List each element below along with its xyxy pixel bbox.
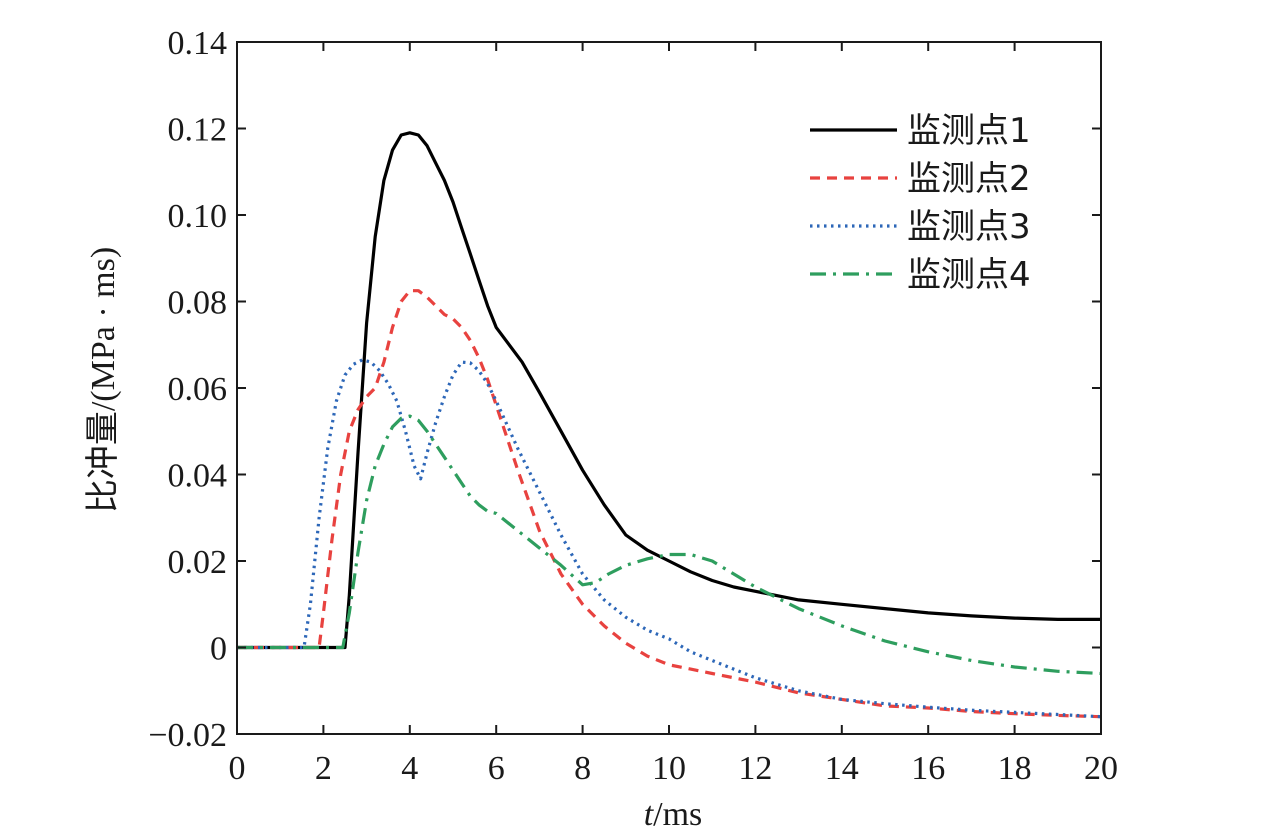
legend-label-4: 监测点4 bbox=[907, 255, 1031, 295]
series-layer bbox=[237, 131, 1102, 719]
x-tick-label: 14 bbox=[825, 750, 859, 787]
series-line-3 bbox=[237, 358, 1102, 719]
legend: 监测点1 监测点2 监测点3 监测点4 bbox=[810, 111, 1031, 295]
y-tick-label: −0.02 bbox=[148, 717, 227, 754]
x-tick-label: 8 bbox=[574, 750, 591, 787]
x-tick-label: 20 bbox=[1084, 750, 1118, 787]
y-axis: −0.02 0 0.02 0.04 0.06 0.08 0.10 0.12 0.14 bbox=[148, 25, 1101, 754]
y-tick-label: 0.12 bbox=[168, 112, 228, 149]
legend-label-2: 监测点2 bbox=[907, 159, 1031, 199]
y-tick-label: 0.02 bbox=[168, 544, 228, 581]
y-tick-label: 0.06 bbox=[168, 371, 228, 408]
y-tick-label: 0.10 bbox=[168, 198, 228, 235]
x-tick-label: 12 bbox=[738, 750, 772, 787]
x-tick-label: 16 bbox=[911, 750, 945, 787]
legend-label-3: 监测点3 bbox=[907, 207, 1031, 247]
y-axis-title: 比冲量/(MPa · ms) bbox=[84, 247, 122, 513]
x-axis: 0 2 4 6 8 10 12 14 16 18 20 bbox=[229, 42, 1118, 787]
y-tick-label: 0 bbox=[210, 631, 227, 668]
x-tick-label: 10 bbox=[652, 750, 686, 787]
y-tick-label: 0.08 bbox=[168, 285, 228, 322]
x-tick-label: 2 bbox=[315, 750, 332, 787]
x-axis-title: t/ms bbox=[644, 796, 703, 833]
x-axis-title-italic: t bbox=[644, 796, 655, 833]
x-tick-label: 4 bbox=[401, 750, 418, 787]
x-tick-label: 18 bbox=[998, 750, 1032, 787]
series-line-2 bbox=[237, 289, 1102, 719]
x-tick-label: 0 bbox=[229, 750, 246, 787]
x-tick-label: 6 bbox=[488, 750, 505, 787]
series-line-1 bbox=[237, 131, 1101, 650]
series-line-4 bbox=[237, 414, 1102, 676]
y-tick-label: 0.04 bbox=[168, 458, 228, 495]
y-tick-label: 0.14 bbox=[168, 25, 228, 62]
legend-label-1: 监测点1 bbox=[907, 111, 1031, 151]
x-axis-title-unit: /ms bbox=[653, 796, 702, 833]
